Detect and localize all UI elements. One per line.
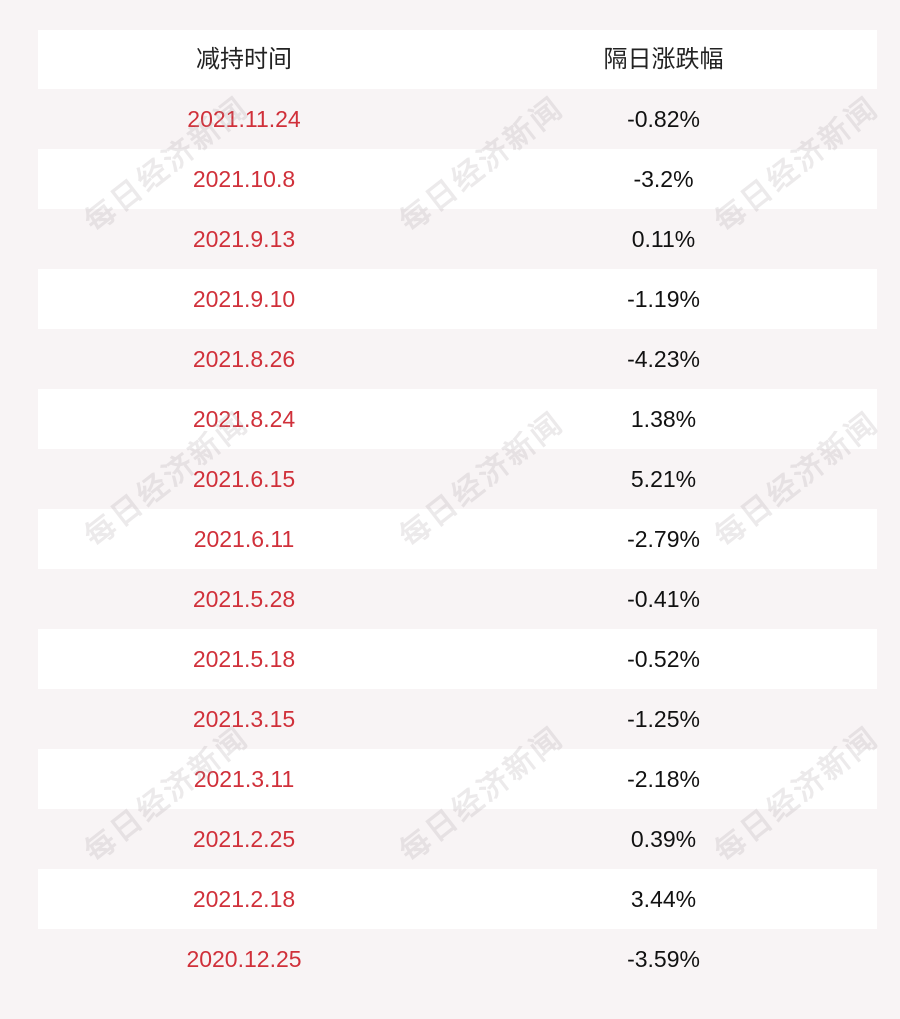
row-change: 5.21% (630, 466, 697, 492)
row-change: -4.23% (627, 346, 700, 372)
table-row: 2021.2.18 3.44% (38, 869, 877, 929)
table-row: 2021.5.28 -0.41% (38, 569, 877, 629)
row-date: 2021.3.11 (193, 766, 295, 792)
table-row: 2021.3.11 -2.18% (38, 749, 877, 809)
table-row: 2021.3.15 -1.25% (38, 689, 877, 749)
row-date: 2021.8.26 (192, 346, 296, 372)
row-date: 2021.11.24 (187, 106, 301, 132)
table-header: 减持时间 隔日涨跌幅 (38, 30, 877, 89)
row-date: 2021.9.10 (192, 286, 296, 312)
table-row: 2021.6.11 -2.79% (38, 509, 877, 569)
row-date: 2021.2.25 (192, 826, 296, 852)
table-row: 2021.6.15 5.21% (38, 449, 877, 509)
row-date: 2021.2.18 (192, 886, 296, 912)
row-date: 2021.9.13 (192, 226, 296, 252)
row-date: 2021.3.15 (192, 706, 296, 732)
table-row: 2021.5.18 -0.52% (38, 629, 877, 689)
row-change: -0.41% (627, 586, 700, 612)
table-row: 2021.9.10 -1.19% (38, 269, 877, 329)
table-row: 2021.8.24 1.38% (38, 389, 877, 449)
row-change: -2.79% (627, 526, 700, 552)
table-row: 2021.11.24 -0.82% (38, 89, 877, 149)
row-change: 3.44% (630, 886, 697, 912)
table-row: 2021.2.25 0.39% (38, 809, 877, 869)
row-change: -0.82% (627, 106, 700, 132)
row-change: 1.38% (630, 406, 697, 432)
table-body: 2021.11.24 -0.82% 2021.10.8 -3.2% 2021.9.13 0… (38, 89, 877, 989)
row-date: 2021.10.8 (192, 166, 296, 192)
header-reduction-date: 减持时间 (196, 45, 292, 73)
table-row: 2021.8.26 -4.23% (38, 329, 877, 389)
row-date: 2021.6.15 (192, 466, 296, 492)
header-next-day-change: 隔日涨跌幅 (603, 45, 724, 73)
row-date: 2021.5.18 (192, 646, 296, 672)
row-change: 0.11% (631, 226, 696, 252)
data-table: 减持时间 隔日涨跌幅 2021.11.24 -0.82% 2021.10.8 -3.2… (38, 30, 877, 989)
row-change: -1.25% (627, 706, 700, 732)
row-date: 2021.5.28 (192, 586, 296, 612)
row-date: 2021.8.24 (192, 406, 296, 432)
row-date: 2020.12.25 (186, 946, 302, 972)
row-change: -2.18% (627, 766, 700, 792)
row-date: 2021.6.11 (193, 526, 295, 552)
row-change: -3.59% (627, 946, 700, 972)
row-change: 0.39% (630, 826, 697, 852)
row-change: -3.2% (633, 166, 694, 192)
row-change: -1.19% (627, 286, 700, 312)
row-change: -0.52% (627, 646, 700, 672)
table-row: 2020.12.25 -3.59% (38, 929, 877, 989)
table-row: 2021.10.8 -3.2% (38, 149, 877, 209)
table-row: 2021.9.13 0.11% (38, 209, 877, 269)
